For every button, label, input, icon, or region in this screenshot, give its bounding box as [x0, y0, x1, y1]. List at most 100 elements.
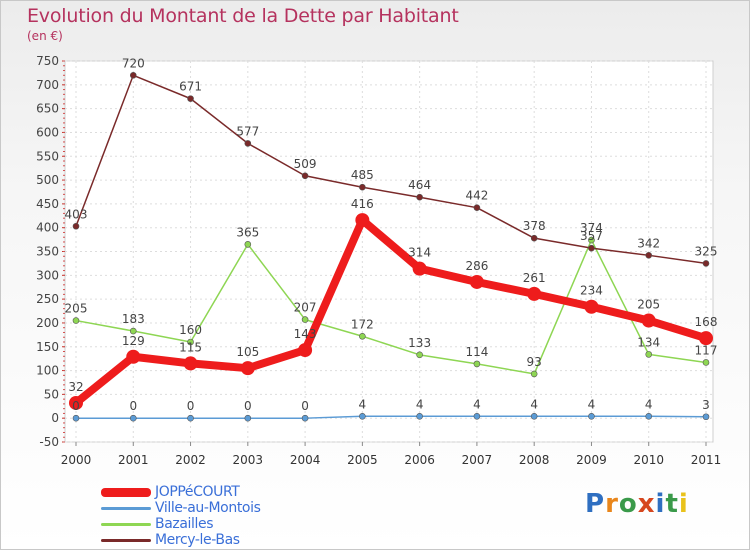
legend-label-joppecourt: JOPPéCOURT [155, 484, 240, 500]
data-point-jopp-court [69, 395, 83, 410]
data-label-bazailles: 160 [179, 323, 202, 337]
data-point-jopp-court [355, 213, 370, 228]
legend-label-bazailles: Bazailles [155, 516, 214, 532]
y-tick-label: 300 [36, 268, 59, 282]
y-tick-label: 400 [36, 221, 59, 235]
data-point-mercy-le-bas [187, 95, 194, 102]
data-label-bazailles: 133 [408, 336, 431, 350]
x-tick-label: 2007 [462, 453, 493, 467]
legend-item-bazailles: Bazailles [101, 516, 341, 533]
legend-item-mercy-le-bas: Mercy-le-Bas [101, 532, 341, 549]
data-label-jopp-court: 115 [179, 340, 202, 354]
y-tick-label: 550 [36, 149, 59, 163]
data-point-ville-au-montois [702, 413, 710, 421]
data-point-bazailles [301, 316, 309, 323]
x-tick-label: 2000 [61, 453, 92, 467]
legend-label-mercy-le-bas: Mercy-le-Bas [155, 532, 240, 548]
y-tick-label: 650 [36, 102, 59, 116]
data-label-bazailles: 374 [580, 221, 603, 235]
data-label-jopp-court: 168 [695, 315, 718, 329]
legend-item-ville-au-montois: Ville-au-Montois [101, 500, 341, 517]
data-point-ville-au-montois [72, 414, 80, 422]
data-label-ville-au-montois: 0 [244, 399, 252, 413]
data-point-ville-au-montois [129, 414, 137, 422]
data-label-bazailles: 172 [351, 317, 374, 331]
data-point-bazailles [645, 351, 653, 358]
data-label-bazailles: 365 [236, 225, 259, 239]
data-label-jopp-court: 286 [465, 259, 488, 273]
x-tick-label: 2008 [519, 453, 550, 467]
data-label-ville-au-montois: 4 [416, 397, 424, 411]
data-label-ville-au-montois: 0 [301, 399, 309, 413]
data-label-jopp-court: 129 [122, 334, 145, 348]
y-tick-label: 100 [36, 364, 59, 378]
y-tick-label: 250 [36, 292, 59, 306]
data-label-ville-au-montois: 0 [72, 399, 80, 413]
data-label-mercy-le-bas: 509 [294, 157, 317, 171]
data-point-mercy-le-bas [473, 204, 481, 211]
logo-letter: o [618, 489, 638, 519]
data-label-jopp-court: 205 [637, 298, 660, 312]
x-tick-label: 2005 [347, 453, 378, 467]
data-label-bazailles: 134 [637, 335, 660, 349]
data-point-jopp-court [126, 349, 141, 364]
data-point-bazailles [72, 317, 80, 324]
legend-swatch-bazailles [101, 523, 151, 526]
data-point-bazailles [187, 338, 194, 346]
data-label-ville-au-montois: 3 [702, 398, 710, 412]
data-point-bazailles [473, 360, 481, 368]
data-point-bazailles [588, 236, 595, 244]
data-label-ville-au-montois: 4 [359, 397, 367, 411]
data-point-ville-au-montois [416, 412, 423, 420]
data-label-mercy-le-bas: 577 [236, 124, 259, 138]
y-tick-label: -50 [39, 435, 59, 449]
data-label-ville-au-montois: 4 [530, 397, 538, 411]
y-tick-label: 350 [36, 245, 59, 259]
data-point-ville-au-montois [473, 412, 481, 420]
data-point-mercy-le-bas [301, 172, 309, 180]
y-tick-label: 50 [44, 387, 59, 401]
data-label-ville-au-montois: 4 [588, 397, 596, 411]
data-label-bazailles: 207 [294, 301, 317, 315]
data-label-mercy-le-bas: 403 [65, 207, 88, 221]
data-label-jopp-court: 416 [351, 197, 374, 211]
data-point-mercy-le-bas [416, 193, 423, 201]
data-point-ville-au-montois [359, 412, 366, 420]
data-label-jopp-court: 143 [294, 327, 317, 341]
logo-letter: r [605, 489, 619, 519]
data-point-ville-au-montois [645, 412, 653, 420]
legend: JOPPéCOURT Ville-au-Montois Bazailles Me… [101, 484, 341, 549]
data-point-mercy-le-bas [645, 252, 653, 259]
y-tick-label: 700 [36, 78, 59, 92]
data-label-ville-au-montois: 0 [129, 399, 137, 413]
y-tick-label: 500 [36, 173, 59, 187]
logo-letter: i [678, 489, 689, 519]
data-label-mercy-le-bas: 485 [351, 168, 374, 182]
data-label-jopp-court: 261 [523, 271, 546, 285]
x-tick-label: 2010 [633, 453, 664, 467]
data-point-jopp-court [469, 274, 484, 289]
data-label-bazailles: 205 [65, 302, 88, 316]
data-point-jopp-court [298, 343, 313, 358]
logo-letter: P [585, 489, 606, 519]
unit-label: (en €) [27, 29, 63, 43]
data-point-ville-au-montois [588, 412, 595, 420]
data-point-jopp-court [584, 299, 599, 314]
data-label-bazailles: 93 [527, 355, 542, 369]
data-point-bazailles [530, 370, 538, 378]
series-line-ville-au-montois [75, 415, 707, 419]
data-label-mercy-le-bas: 378 [523, 219, 546, 233]
x-tick-label: 2004 [290, 453, 321, 467]
data-point-jopp-court [183, 356, 198, 371]
logo-letter: x [637, 489, 656, 519]
y-tick-label: 200 [36, 316, 59, 330]
data-point-jopp-court [412, 261, 427, 276]
data-point-bazailles [244, 241, 252, 248]
legend-item-joppecourt: JOPPéCOURT [101, 484, 341, 501]
data-label-bazailles: 183 [122, 312, 145, 326]
data-label-mercy-le-bas: 357 [580, 229, 603, 243]
data-point-ville-au-montois [187, 414, 194, 422]
y-tick-label: 750 [36, 54, 59, 68]
data-point-jopp-court [699, 331, 713, 346]
